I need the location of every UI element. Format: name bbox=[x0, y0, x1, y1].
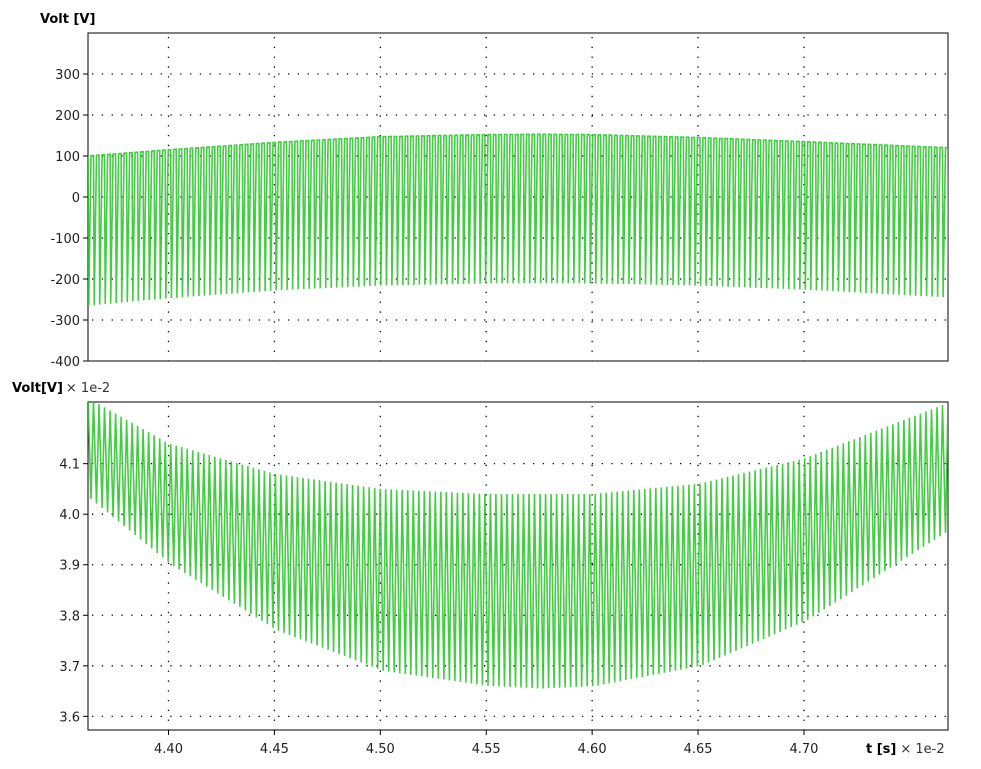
x-axis-scale: × 1e-2 bbox=[900, 742, 944, 757]
voltage-series-line bbox=[88, 133, 948, 306]
bottom-y-axis-scale: × 1e-2 bbox=[66, 381, 110, 396]
bottom-y-ticks: 3.6 3.7 3.8 3.9 4.0 4.1 bbox=[59, 458, 88, 725]
voltage-series-line bbox=[88, 402, 948, 689]
y-tick-label: -300 bbox=[50, 314, 80, 329]
y-tick-label: 3.7 bbox=[59, 660, 80, 675]
top-series bbox=[88, 133, 948, 306]
bottom-y-axis-label: Volt[V] bbox=[12, 381, 63, 396]
y-tick-label: 4.0 bbox=[59, 508, 80, 523]
x-tick-label: 4.70 bbox=[789, 742, 818, 757]
y-tick-label: 200 bbox=[55, 109, 80, 124]
y-tick-label: 3.6 bbox=[59, 710, 80, 725]
y-tick-label: 100 bbox=[55, 150, 80, 165]
bottom-plot-frame bbox=[87, 401, 949, 731]
y-tick-label: 3.9 bbox=[59, 559, 80, 574]
y-tick-label: 3.8 bbox=[59, 609, 80, 624]
x-tick-label: 4.45 bbox=[260, 742, 289, 757]
y-tick-label: -100 bbox=[50, 232, 80, 247]
y-tick-label: 4.1 bbox=[59, 458, 80, 473]
top-y-ticks: -400 -300 -200 -100 0 100 200 300 bbox=[50, 68, 88, 370]
y-tick-label: -400 bbox=[50, 355, 80, 370]
x-tick-label: 4.65 bbox=[684, 742, 713, 757]
y-tick-label: -200 bbox=[50, 273, 80, 288]
bottom-panel: 3.63.73.83.94.04.1 4.40 4.45 4.50 4.55 4.60 4… bbox=[12, 381, 949, 757]
bottom-y-axis-title: Volt[V] × 1e-2 bbox=[12, 381, 110, 396]
x-axis-label: t [s] bbox=[866, 742, 896, 757]
y-tick-label: 0 bbox=[72, 191, 80, 206]
x-tick-label: 4.50 bbox=[366, 742, 395, 757]
x-tick-label: 4.60 bbox=[578, 742, 607, 757]
top-panel: -400 -300 -200 -100 0 100 200 300 Volt [V] bbox=[40, 12, 949, 370]
y-tick-label: 300 bbox=[55, 68, 80, 83]
bottom-series bbox=[88, 402, 948, 689]
x-tick-label: 4.40 bbox=[154, 742, 183, 757]
top-y-axis-title: Volt [V] bbox=[40, 12, 95, 27]
bottom-x-ticks: 4.40 4.45 4.50 4.55 4.60 4.65 4.70 bbox=[154, 730, 818, 757]
x-axis-title: t [s] × 1e-2 bbox=[866, 742, 945, 757]
x-tick-label: 4.55 bbox=[472, 742, 501, 757]
